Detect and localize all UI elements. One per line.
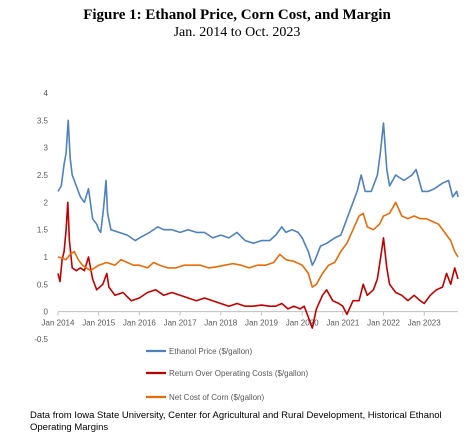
series-lines <box>57 119 459 329</box>
y-tick-label: 0 <box>44 308 49 317</box>
y-tick-label: 2.5 <box>37 171 49 180</box>
line-chart: 43.532.521.510.50-0.5 Jan 2014 Jan 2015 Ja… <box>34 89 459 402</box>
return-over-operating-costs-line <box>57 201 459 329</box>
x-tick-label: Jan 2022 <box>367 319 400 328</box>
source-footnote: Data from Iowa State University, Center … <box>30 410 442 433</box>
x-tick-label: Jan 2014 <box>42 319 75 328</box>
y-tick-label: 3.5 <box>37 116 49 125</box>
x-tick-label: Jan 2023 <box>408 319 441 328</box>
x-tick-label: Jan 2020 <box>286 319 319 328</box>
y-tick-label: 1.5 <box>37 226 49 235</box>
y-tick-label: 3 <box>44 144 49 153</box>
chart-subtitle: Jan. 2014 to Oct. 2023 <box>173 25 301 40</box>
x-tick-label: Jan 2019 <box>245 319 278 328</box>
y-axis-ticks: 4 3.5 3 2.5 2 1.5 1 0.5 0 -0.5 <box>34 89 48 344</box>
y-tick-label: 0.5 <box>37 280 49 289</box>
chart-title: Figure 1: Ethanol Price, Corn Cost, and … <box>83 7 391 23</box>
x-tick-label: Jan 2015 <box>82 319 115 328</box>
y-tick-label: 4 <box>44 89 49 98</box>
x-axis-ticks: Jan 2014 Jan 2015 Jan 2016 Jan 2017 Jan 2018… <box>42 311 441 328</box>
x-tick-label: Jan 2017 <box>164 319 197 328</box>
y-tick-label: 1 <box>44 253 49 262</box>
net-cost-of-corn-line <box>57 201 459 288</box>
legend-label: Net Cost of Corn ($/gallon) <box>169 393 264 402</box>
y-tick-label: 2 <box>44 198 49 207</box>
legend-label: Ethanol Price ($/gallon) <box>169 347 252 356</box>
ethanol-price-line <box>57 119 459 267</box>
x-tick-label: Jan 2021 <box>326 319 359 328</box>
legend-label: Return Over Operating Costs ($/gallon) <box>169 369 309 378</box>
y-tick-label: -0.5 <box>34 335 48 344</box>
x-tick-label: Jan 2016 <box>123 319 156 328</box>
chart-legend: Ethanol Price ($/gallon) Return Over Oper… <box>146 347 309 402</box>
x-tick-label: Jan 2018 <box>204 319 237 328</box>
